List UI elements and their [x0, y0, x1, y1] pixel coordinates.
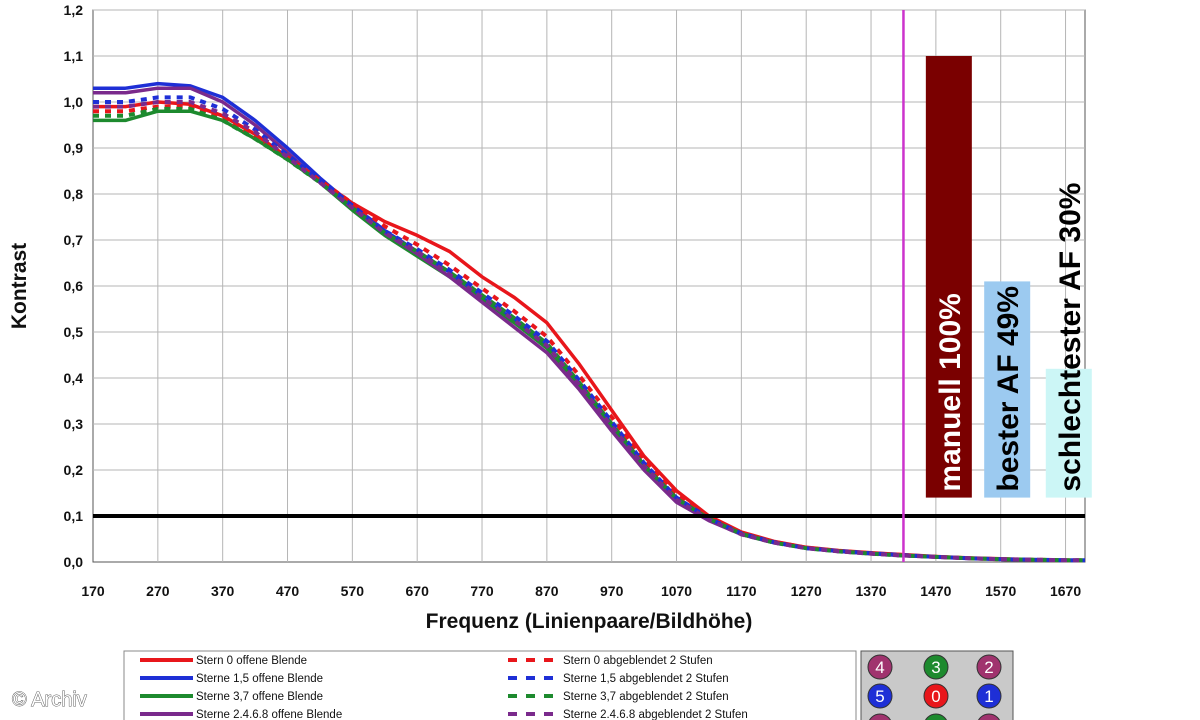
y-tick-label: 0,0	[64, 554, 84, 570]
bars: manuell 100% bester AF 49% schlechtester A…	[925, 56, 1092, 498]
bar-label-2: schlechtester AF 30%	[1054, 183, 1087, 492]
x-tick-label: 370	[211, 583, 235, 599]
y-tick-label: 1,1	[64, 48, 84, 64]
star-marker	[976, 683, 1002, 709]
bar-0	[925, 56, 972, 498]
star-marker	[867, 654, 893, 680]
y-tick-label: 0,5	[64, 324, 84, 340]
y-tick-label: 0,2	[64, 462, 84, 478]
bar-label-0: manuell 100%	[934, 293, 967, 491]
star-marker-label: 0	[931, 687, 940, 706]
star-marker-label: 3	[931, 658, 940, 677]
legend-label: Stern 0 offene Blende	[196, 655, 307, 667]
reference-lines	[93, 10, 1085, 562]
bar-1	[984, 281, 1031, 498]
series-line-7	[93, 100, 1085, 563]
star-marker	[867, 683, 893, 709]
star-marker-label: 4	[875, 658, 884, 677]
x-tick-label: 570	[341, 583, 365, 599]
y-tick-label: 0,8	[64, 186, 84, 202]
x-tick-label: 1370	[855, 583, 886, 599]
x-axis-title: Frequenz (Linienpaare/Bildhöhe)	[426, 610, 753, 633]
x-tick-label: 1070	[661, 583, 692, 599]
y-tick-label: 0,1	[64, 508, 84, 524]
y-axis-title: Kontrast	[8, 243, 31, 329]
y-tick-label: 0,7	[64, 232, 84, 248]
star-marker-label: 2	[984, 658, 993, 677]
x-tick-label: 1170	[726, 583, 757, 599]
y-tick-labels: 0,0 0,1 0,2 0,3 0,4 0,5 0,6 0,7 0,8 0,9 1,0 1,1 1,2	[64, 2, 84, 570]
series-layer	[93, 81, 1085, 563]
star-marker	[923, 654, 949, 680]
star-marker-label: 1	[984, 687, 993, 706]
x-tick-label: 170	[81, 583, 105, 599]
x-tick-label: 870	[535, 583, 559, 599]
x-tick-label: 670	[406, 583, 430, 599]
star-markers: 4 3 2 5 0 1	[867, 654, 1002, 720]
star-marker-label: 5	[875, 687, 884, 706]
star-marker	[925, 713, 947, 720]
bar-label-1: bester AF 49%	[992, 286, 1025, 492]
star-marker	[978, 713, 1000, 720]
legend-box	[123, 650, 857, 720]
y-tick-label: 1,0	[64, 94, 84, 110]
x-tick-label: 470	[276, 583, 300, 599]
x-tick-label: 770	[470, 583, 494, 599]
legend-label: Sterne 2.4.6.8 offene Blende	[196, 709, 342, 720]
y-tick-label: 1,2	[64, 2, 84, 18]
legend-label: Sterne 3,7 offene Blende	[196, 691, 323, 703]
star-marker	[869, 713, 891, 720]
x-tick-label: 970	[600, 583, 624, 599]
x-tick-labels: 170 270 370 470 570 670 770 870 970 1070 1170 1270 1…	[81, 583, 1081, 599]
legend-label: Sterne 1,5 abgeblendet 2 Stufen	[563, 673, 729, 685]
bar-2	[1045, 368, 1092, 498]
x-tick-label: 1570	[985, 583, 1016, 599]
watermark: © Archiv	[12, 689, 87, 711]
series-line-4	[93, 104, 1085, 563]
x-tick-label: 270	[146, 583, 170, 599]
legend-label: Sterne 1,5 offene Blende	[196, 673, 323, 685]
y-tick-label: 0,3	[64, 416, 84, 432]
star-marker	[976, 654, 1002, 680]
legend-label: Sterne 2.4.6.8 abgeblendet 2 Stufen	[563, 709, 748, 720]
legend: Stern 0 offene Blende Stern 0 abgeblendet…	[140, 655, 748, 720]
y-tick-label: 0,9	[64, 140, 84, 156]
y-tick-label: 0,4	[64, 370, 84, 386]
legend-label: Stern 0 abgeblendet 2 Stufen	[563, 655, 713, 667]
legend-label: Sterne 3,7 abgeblendet 2 Stufen	[563, 691, 729, 703]
star-marker	[923, 683, 949, 709]
x-tick-label: 1270	[791, 583, 822, 599]
x-tick-label: 1670	[1050, 583, 1081, 599]
series-line-6	[93, 106, 1085, 563]
x-tick-label: 1470	[920, 583, 951, 599]
y-tick-label: 0,6	[64, 278, 84, 294]
